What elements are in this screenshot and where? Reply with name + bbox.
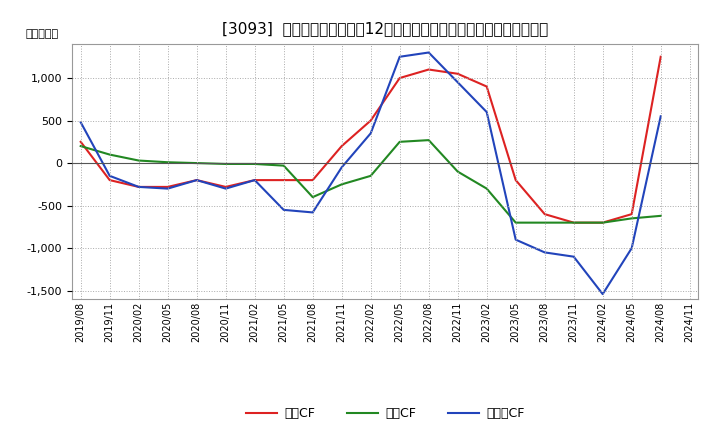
営業CF — [366, 118, 375, 123]
フリーCF — [627, 246, 636, 251]
Title: [3093]  キャッシュフローの12か月移動合計の対前年同期増減額の推移: [3093] キャッシュフローの12か月移動合計の対前年同期増減額の推移 — [222, 21, 549, 36]
フリーCF — [163, 186, 172, 191]
投賄CF — [395, 139, 404, 144]
営業CF — [598, 220, 607, 225]
投賄CF — [135, 158, 143, 163]
フリーCF — [279, 207, 288, 213]
営業CF — [251, 177, 259, 183]
フリーCF — [424, 50, 433, 55]
営業CF — [395, 75, 404, 81]
Text: （百万円）: （百万円） — [25, 29, 58, 39]
営業CF — [454, 71, 462, 77]
フリーCF — [105, 173, 114, 179]
投賄CF — [338, 182, 346, 187]
フリーCF — [251, 177, 259, 183]
投賄CF — [366, 173, 375, 179]
フリーCF — [192, 177, 201, 183]
フリーCF — [338, 165, 346, 170]
投賄CF — [251, 161, 259, 167]
投賄CF — [454, 169, 462, 174]
フリーCF — [135, 184, 143, 190]
投賄CF — [657, 213, 665, 219]
営業CF — [338, 143, 346, 149]
営業CF — [657, 54, 665, 59]
営業CF — [105, 177, 114, 183]
フリーCF — [221, 186, 230, 191]
営業CF — [627, 212, 636, 217]
営業CF — [424, 67, 433, 72]
投賄CF — [105, 152, 114, 157]
投賄CF — [598, 220, 607, 225]
営業CF — [541, 212, 549, 217]
フリーCF — [366, 131, 375, 136]
営業CF — [76, 139, 85, 144]
フリーCF — [395, 54, 404, 59]
投賄CF — [627, 216, 636, 221]
投賄CF — [511, 220, 520, 225]
営業CF — [570, 220, 578, 225]
Line: 投賄CF: 投賄CF — [81, 140, 661, 223]
フリーCF — [482, 110, 491, 115]
投賄CF — [308, 194, 317, 200]
フリーCF — [454, 80, 462, 85]
投賄CF — [163, 160, 172, 165]
Legend: 営業CF, 投賄CF, フリーCF: 営業CF, 投賄CF, フリーCF — [240, 403, 530, 425]
営業CF — [279, 177, 288, 183]
営業CF — [511, 177, 520, 183]
投賄CF — [279, 163, 288, 168]
フリーCF — [511, 237, 520, 242]
営業CF — [163, 184, 172, 190]
営業CF — [221, 184, 230, 190]
フリーCF — [308, 210, 317, 215]
フリーCF — [570, 254, 578, 259]
投賄CF — [570, 220, 578, 225]
営業CF — [308, 177, 317, 183]
営業CF — [482, 84, 491, 89]
Line: 営業CF: 営業CF — [81, 57, 661, 223]
投賄CF — [541, 220, 549, 225]
営業CF — [192, 177, 201, 183]
投賄CF — [76, 143, 85, 149]
投賄CF — [424, 137, 433, 143]
投賄CF — [482, 186, 491, 191]
フリーCF — [541, 250, 549, 255]
投賄CF — [221, 161, 230, 167]
フリーCF — [76, 120, 85, 125]
Line: フリーCF: フリーCF — [81, 52, 661, 294]
投賄CF — [192, 161, 201, 166]
フリーCF — [657, 114, 665, 119]
営業CF — [135, 184, 143, 190]
フリーCF — [598, 291, 607, 297]
